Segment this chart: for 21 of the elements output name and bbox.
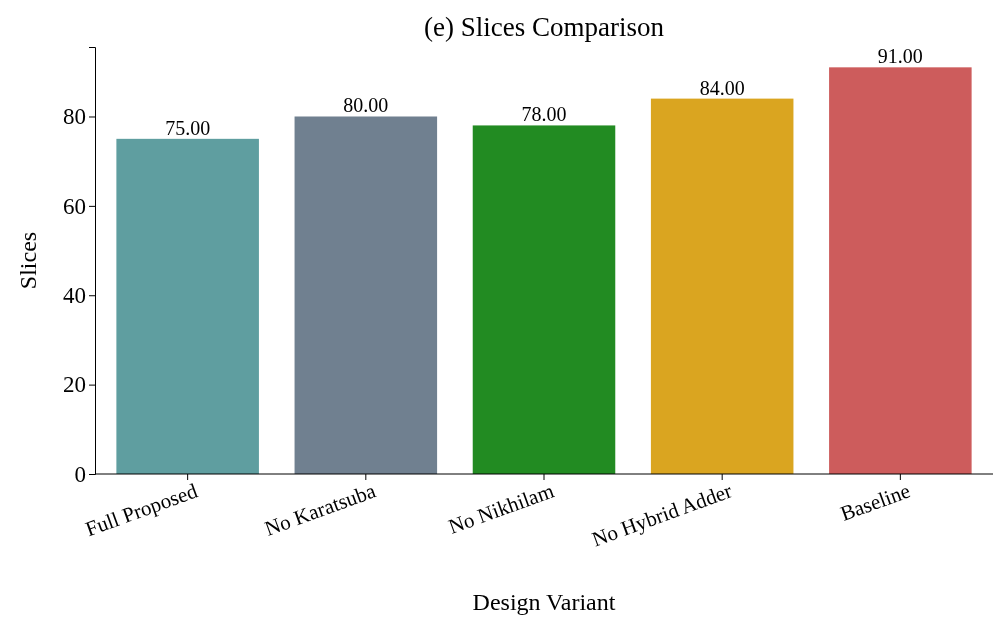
x-axis-title: Design Variant [472,589,616,615]
y-axis-title: Slices [15,231,41,290]
y-tick-label: 80 [63,104,86,130]
x-tick-label: No Hybrid Adder [588,478,736,552]
data-label: 80.00 [343,94,389,117]
bar [650,98,794,474]
y-tick-label: 0 [74,461,86,487]
y-tick-label: 20 [63,372,86,398]
y-tick-label: 40 [63,283,86,309]
y-tick-label: 60 [63,193,86,219]
data-label: 75.00 [165,116,211,139]
bar [116,138,259,474]
x-tick-label: No Nikhilam [445,478,557,539]
data-label: 78.00 [521,103,567,126]
bar [294,116,438,474]
chart-title: (e) Slices Comparison [424,12,665,42]
data-label: 84.00 [699,76,745,99]
data-label: 91.00 [877,45,923,68]
x-tick-label: Baseline [837,478,914,526]
bar [472,125,616,474]
bar [829,67,972,474]
